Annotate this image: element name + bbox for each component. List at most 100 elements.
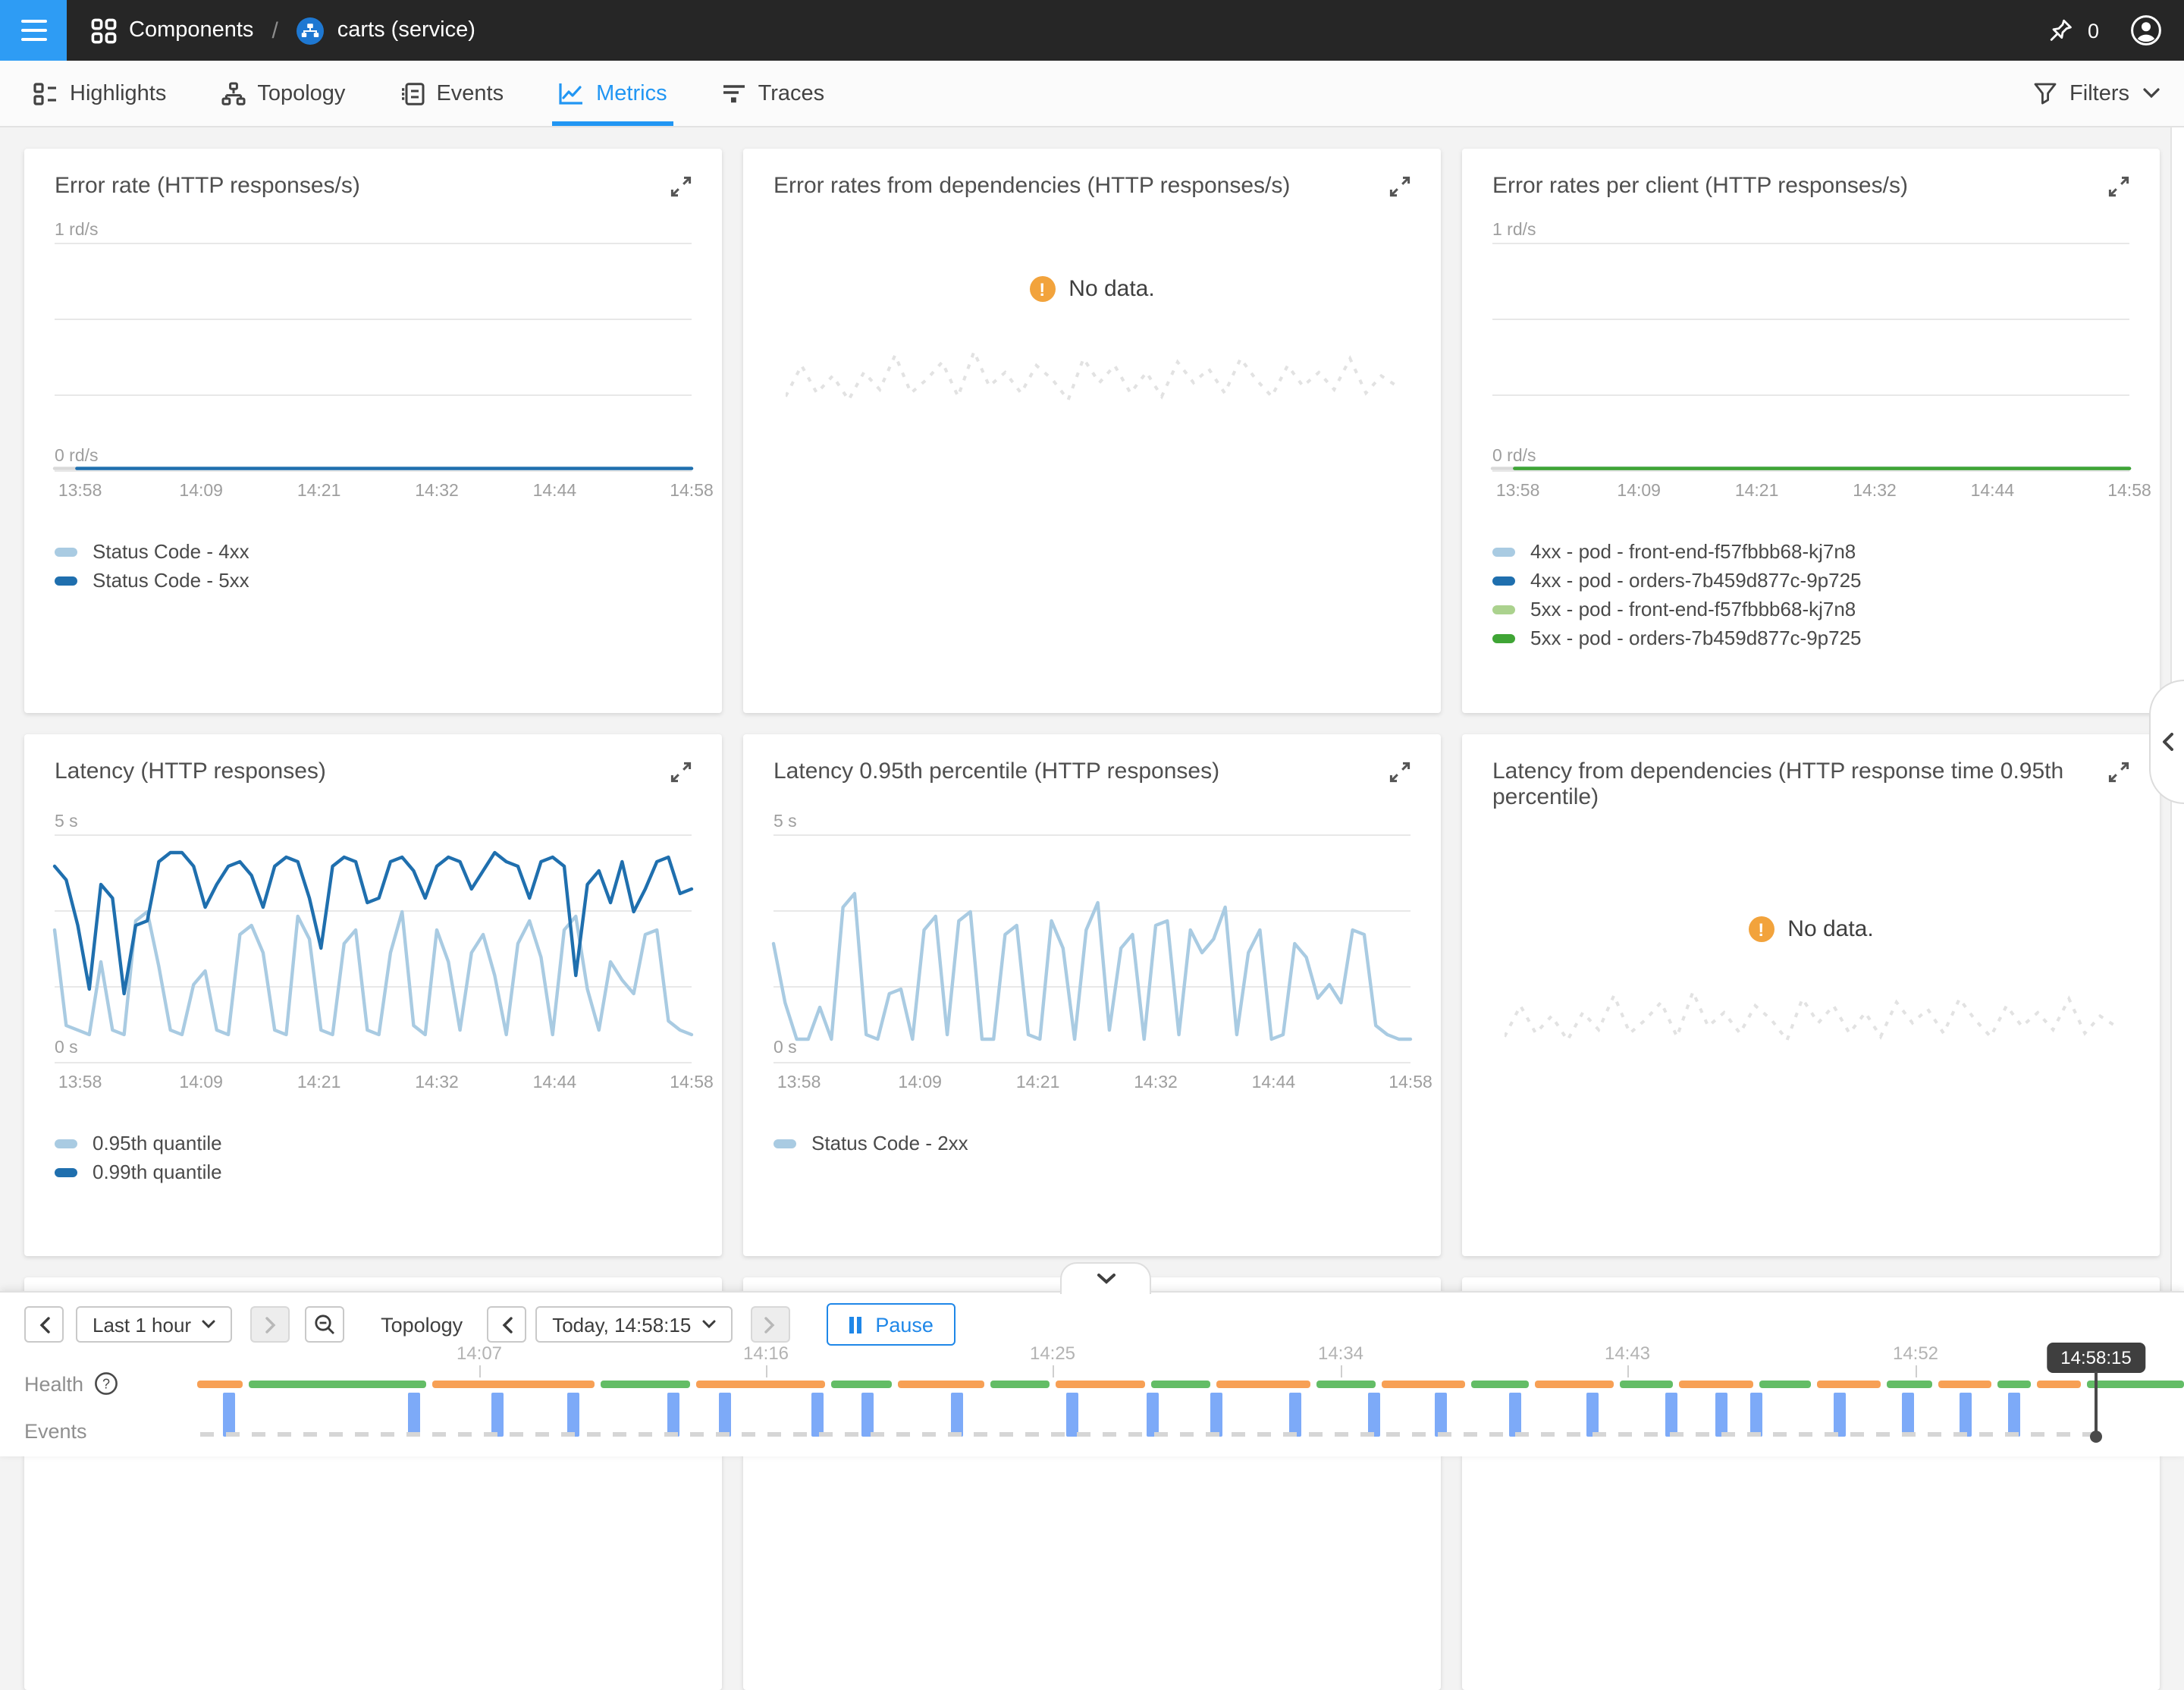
expand-icon[interactable] (1389, 762, 1410, 790)
cursor-dot[interactable] (2090, 1431, 2102, 1443)
sidebar-expand-handle[interactable] (2149, 680, 2184, 804)
chevron-down-icon (1097, 1274, 1115, 1284)
tab-metrics[interactable]: Metrics (537, 61, 688, 126)
legend-swatch (55, 1139, 77, 1148)
x-tick: 13:58 (1495, 482, 1540, 501)
cursor-time-badge[interactable]: 14:58:15 (2047, 1343, 2145, 1373)
event-marker[interactable] (1147, 1393, 1159, 1437)
health-segment[interactable] (898, 1381, 984, 1388)
health-segment[interactable] (695, 1381, 825, 1388)
event-marker[interactable] (1368, 1393, 1380, 1437)
event-marker[interactable] (408, 1393, 420, 1437)
event-marker[interactable] (861, 1393, 874, 1437)
filters-button[interactable]: Filters (2033, 81, 2160, 105)
legend-item[interactable]: 5xx - pod - front-end-f57fbbb68-kj7n8 (1492, 595, 2129, 624)
chart-body: 1 rd/s 0 rd/s 13:58 14:09 14:21 14:32 14:44 14:… (55, 218, 714, 595)
event-marker[interactable] (1289, 1393, 1301, 1437)
health-segment[interactable] (1381, 1381, 1465, 1388)
event-marker[interactable] (1715, 1393, 1727, 1437)
health-segment[interactable] (1997, 1381, 2032, 1388)
event-marker[interactable] (1210, 1393, 1222, 1437)
legend-item[interactable]: 5xx - pod - orders-7b459d877c-9p725 (1492, 624, 2129, 652)
event-marker[interactable] (1435, 1393, 1447, 1437)
cursor-line[interactable] (2095, 1371, 2098, 1435)
health-segment[interactable] (197, 1381, 243, 1388)
expand-icon[interactable] (2108, 176, 2129, 205)
legend-item[interactable]: 0.99th quantile (55, 1158, 692, 1186)
event-marker[interactable] (1960, 1393, 1972, 1437)
health-events-timeline[interactable]: Health ? Events 14:07 14:16 14:25 14:34 14:4… (0, 1293, 2184, 1456)
no-data-message: ! No data. (1748, 916, 1874, 942)
expand-icon[interactable] (670, 762, 692, 790)
expand-icon[interactable] (670, 176, 692, 205)
health-segment[interactable] (1759, 1381, 1811, 1388)
legend-item[interactable]: 4xx - pod - orders-7b459d877c-9p725 (1492, 566, 2129, 595)
health-segment[interactable] (1470, 1381, 1529, 1388)
zoom-out-button[interactable] (305, 1306, 345, 1343)
event-marker[interactable] (1665, 1393, 1677, 1437)
chart-legend: Status Code - 2xx (774, 1129, 1410, 1158)
health-segment[interactable] (2086, 1381, 2184, 1388)
health-segment[interactable] (1216, 1381, 1310, 1388)
event-marker[interactable] (1750, 1393, 1762, 1437)
event-marker[interactable] (719, 1393, 731, 1437)
tab-traces[interactable]: Traces (701, 61, 846, 126)
tab-events[interactable]: Events (378, 61, 525, 126)
health-segment[interactable] (1150, 1381, 1211, 1388)
tab-topology[interactable]: Topology (199, 61, 366, 126)
event-marker[interactable] (1834, 1393, 1846, 1437)
range-forward-button[interactable] (250, 1306, 290, 1343)
pin-icon[interactable] (2048, 17, 2076, 44)
health-segment[interactable] (1316, 1381, 1376, 1388)
expand-icon[interactable] (1389, 176, 1410, 205)
event-marker[interactable] (1902, 1393, 1914, 1437)
event-marker[interactable] (667, 1393, 679, 1437)
event-marker[interactable] (951, 1393, 963, 1437)
health-segment[interactable] (600, 1381, 690, 1388)
health-segment[interactable] (249, 1381, 426, 1388)
user-avatar-icon[interactable] (2129, 14, 2163, 47)
collapse-panel-handle[interactable] (1060, 1262, 1151, 1297)
expand-icon[interactable] (2108, 762, 2129, 790)
health-segment[interactable] (1886, 1381, 1932, 1388)
tab-highlights[interactable]: Highlights (12, 61, 187, 126)
health-bar[interactable] (197, 1381, 2184, 1388)
event-marker[interactable] (1509, 1393, 1521, 1437)
breadcrumb-section[interactable]: Components (129, 18, 254, 42)
event-marker[interactable] (811, 1393, 824, 1437)
health-segment[interactable] (2037, 1381, 2081, 1388)
health-segment[interactable] (1055, 1381, 1145, 1388)
legend-label: 0.99th quantile (93, 1161, 222, 1183)
help-icon[interactable]: ? (94, 1371, 118, 1396)
legend-item[interactable]: Status Code - 4xx (55, 537, 692, 566)
event-marker[interactable] (567, 1393, 579, 1437)
plot-area: 0 rd/s (55, 243, 692, 472)
timeline-tick-mark (766, 1365, 767, 1377)
legend-item[interactable]: 4xx - pod - front-end-f57fbbb68-kj7n8 (1492, 537, 2129, 566)
legend-item[interactable]: Status Code - 5xx (55, 566, 692, 595)
timestamp-forward-button[interactable] (750, 1306, 790, 1343)
health-segment[interactable] (1679, 1381, 1753, 1388)
legend-item[interactable]: 0.95th quantile (55, 1129, 692, 1158)
event-marker[interactable] (491, 1393, 504, 1437)
timestamp-dropdown[interactable]: Today, 14:58:15 (535, 1306, 733, 1343)
health-segment[interactable] (431, 1381, 595, 1388)
event-marker[interactable] (223, 1393, 235, 1437)
time-range-dropdown[interactable]: Last 1 hour (76, 1306, 233, 1343)
health-segment[interactable] (1534, 1381, 1614, 1388)
pause-button[interactable]: Pause (826, 1303, 956, 1346)
event-marker[interactable] (1586, 1393, 1599, 1437)
hamburger-menu-icon[interactable] (0, 0, 67, 61)
event-marker[interactable] (2008, 1393, 2020, 1437)
health-segment[interactable] (1816, 1381, 1881, 1388)
range-back-button[interactable] (24, 1306, 64, 1343)
timestamp-back-button[interactable] (487, 1306, 527, 1343)
health-segment[interactable] (830, 1381, 893, 1388)
health-segment[interactable] (1938, 1381, 1991, 1388)
pause-label: Pause (875, 1313, 934, 1336)
health-segment[interactable] (990, 1381, 1050, 1388)
breadcrumb-entity[interactable]: carts (service) (337, 18, 475, 42)
health-segment[interactable] (1619, 1381, 1674, 1388)
legend-item[interactable]: Status Code - 2xx (774, 1129, 1410, 1158)
event-marker[interactable] (1066, 1393, 1078, 1437)
